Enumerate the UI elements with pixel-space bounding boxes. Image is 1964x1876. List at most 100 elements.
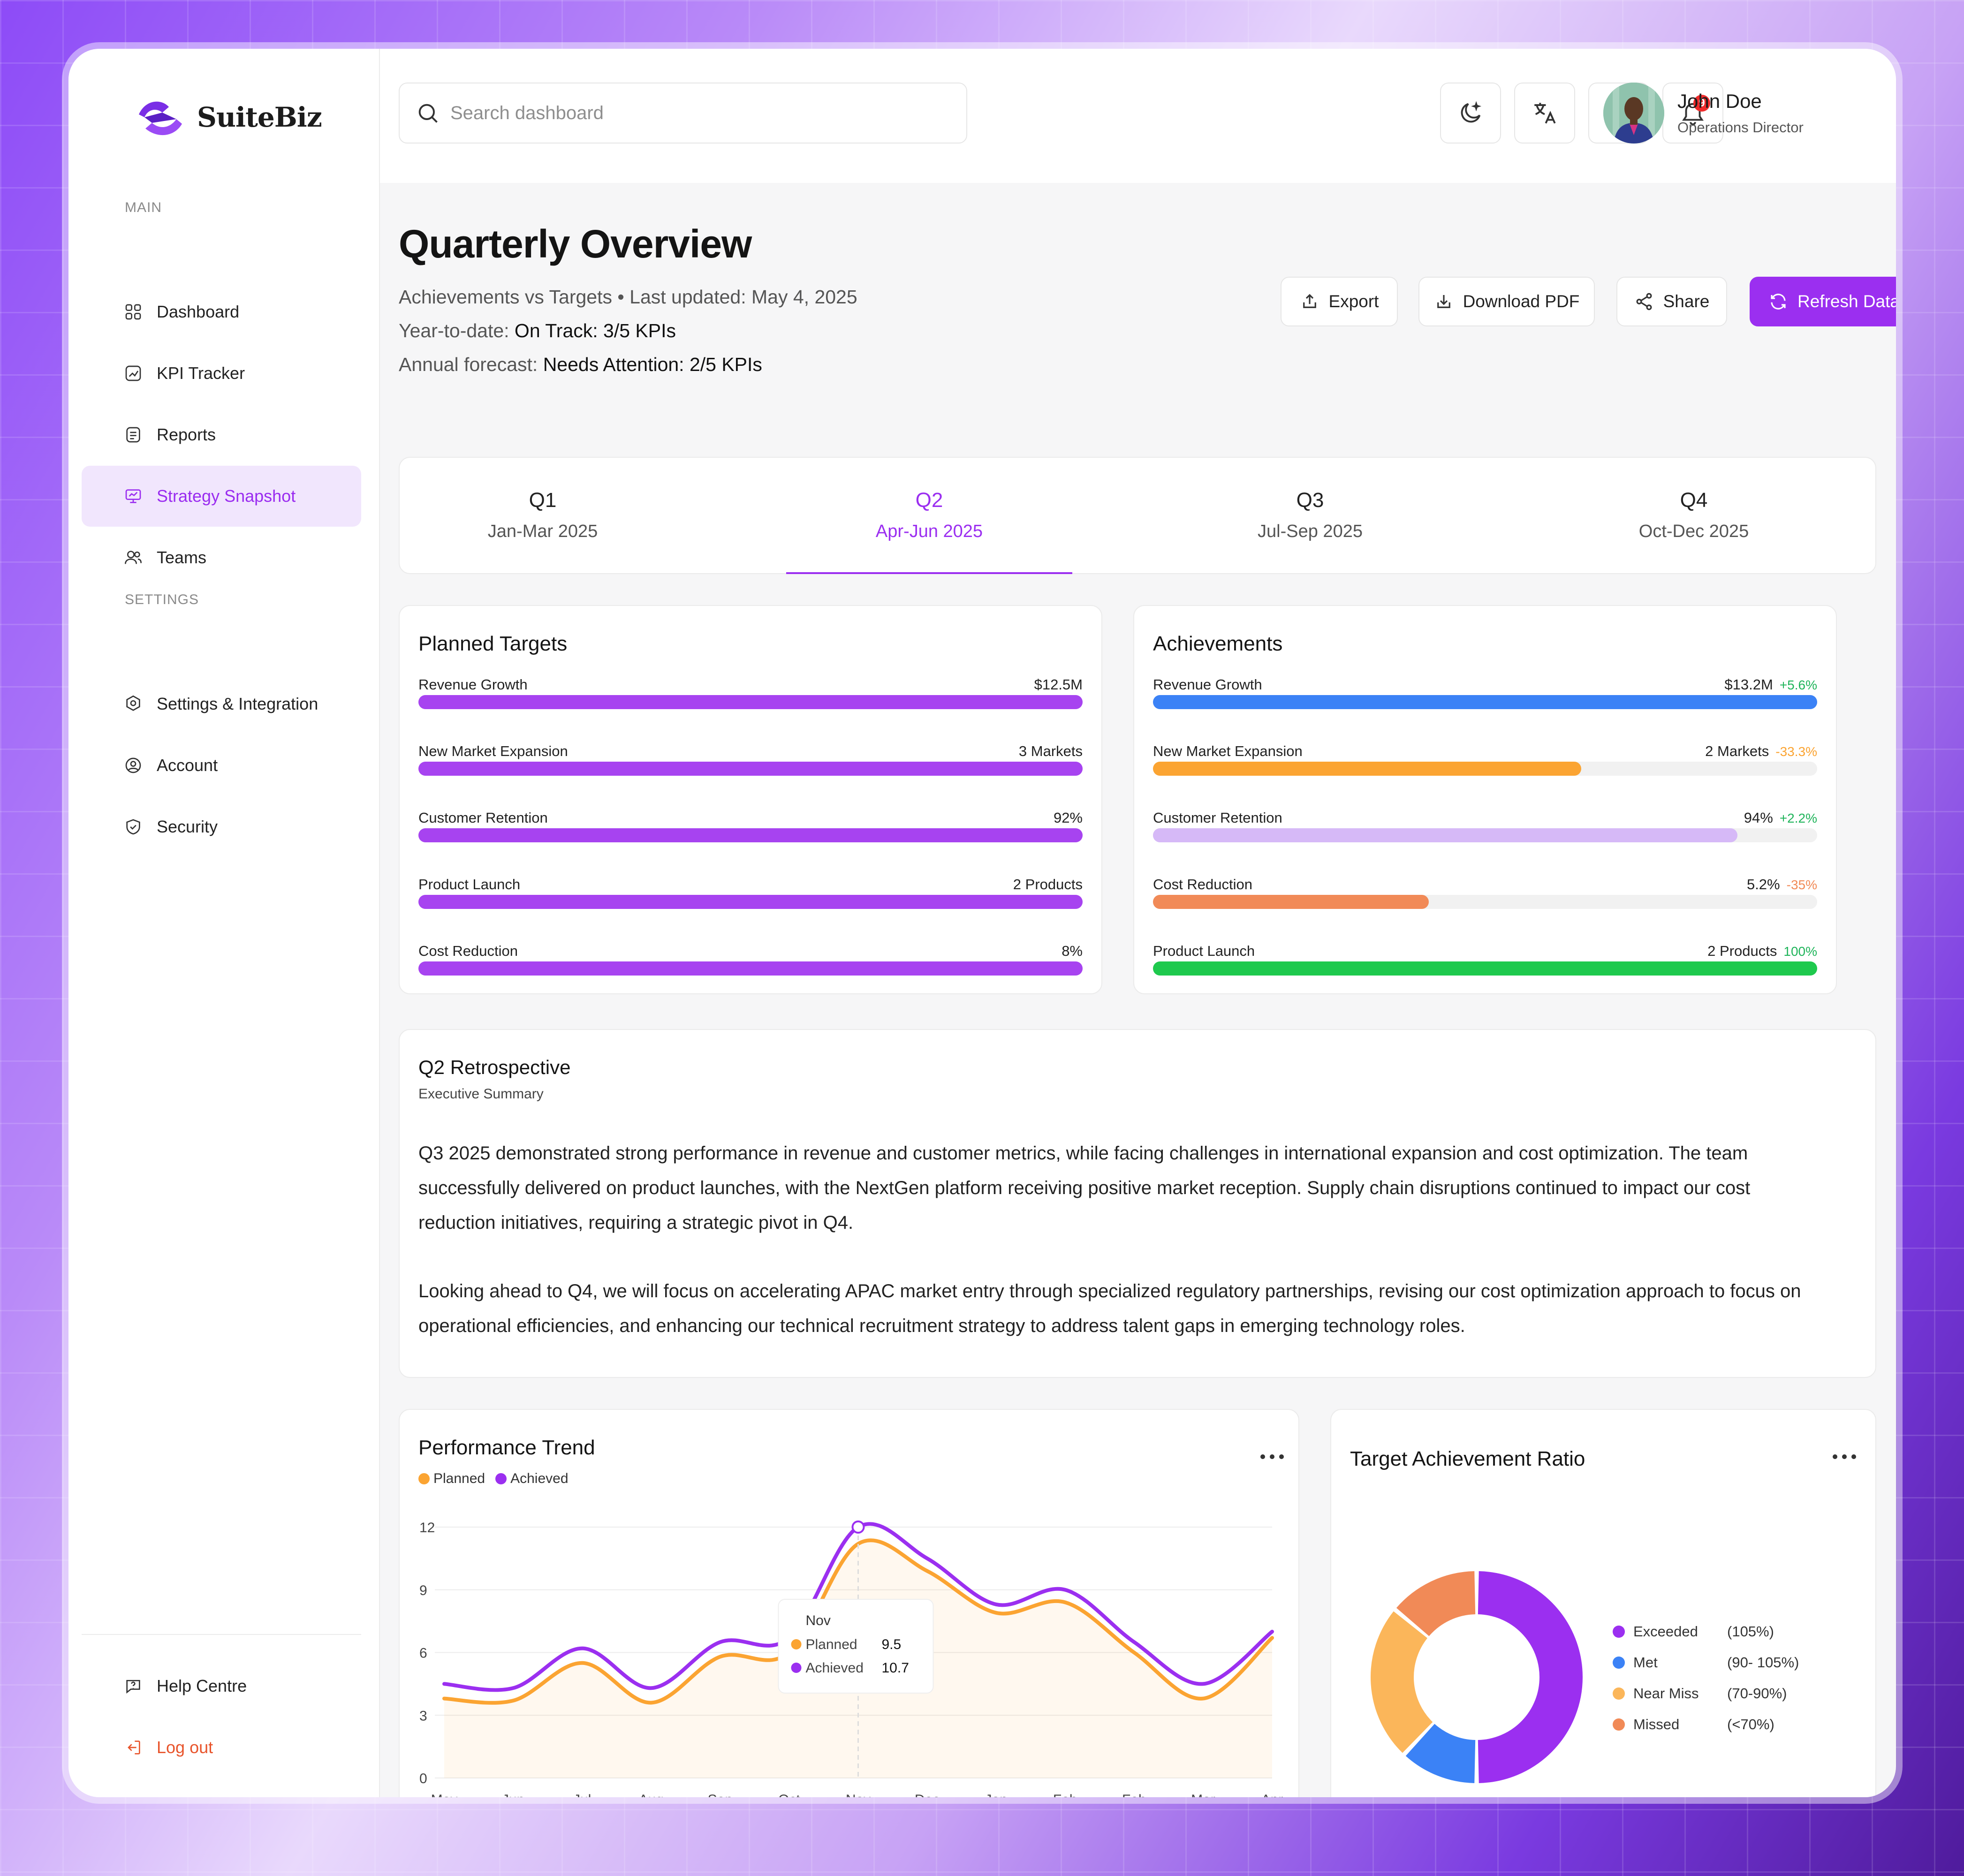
legend-name: Exceeded [1633,1623,1698,1640]
logo-icon [139,101,182,136]
more-options-icon[interactable] [1258,1452,1286,1461]
metric-label: Revenue Growth [418,676,528,693]
progress-fill [1153,762,1582,776]
metric-row: Product Launch 2 Products 100% [1153,943,1817,980]
tab-q1[interactable]: Q1 Jan-Mar 2025 [400,458,686,574]
metric-value-text: 92% [1053,809,1083,826]
progress-track [418,961,1083,976]
performance-trend-title: Performance Trend [418,1436,595,1459]
sidebar-item-account[interactable]: Account [82,735,361,796]
legend-item-planned: Planned [418,1471,485,1487]
tooltip-month: Nov [806,1613,831,1628]
metric-value-text: 2 Markets [1705,743,1769,759]
metric-value-text: 5.2% [1746,876,1780,893]
search-icon [418,104,438,123]
sidebar-item-security[interactable]: Security [82,796,361,857]
language-button[interactable] [1514,83,1575,144]
export-button[interactable]: Export [1281,277,1398,326]
tab-q4[interactable]: Q4 Oct-Dec 2025 [1551,458,1837,574]
retrospective-title: Q2 Retrospective [418,1056,571,1078]
tab-quarter: Q1 [529,489,557,512]
metric-change: -35% [1786,877,1817,892]
metric-change: +5.6% [1779,678,1817,692]
sidebar-item-teams[interactable]: Teams [82,527,361,588]
progress-fill [418,762,1083,776]
theme-toggle-button[interactable] [1440,83,1501,144]
sidebar-item-logout[interactable]: Log out [82,1717,361,1778]
metric-label: Cost Reduction [1153,876,1252,893]
logout-icon [128,1740,140,1755]
ytd-value: On Track: 3/5 KPIs [514,320,676,341]
share-button[interactable]: Share [1616,277,1727,326]
legend-label-planned: Planned [433,1471,485,1486]
metric-label: Product Launch [1153,943,1255,959]
sidebar-item-strategy-snapshot[interactable]: Strategy Snapshot [82,466,361,527]
metric-value: $12.5M [1034,676,1083,693]
metric-row: Revenue Growth $12.5M [418,676,1083,714]
progress-track [1153,695,1817,709]
user-name: John Doe [1677,90,1762,112]
legend-name: Missed [1633,1716,1680,1732]
metric-row: New Market Expansion 3 Markets [418,743,1083,780]
y-tick-label: 12 [419,1520,435,1536]
brand-name: SuiteBiz [197,101,322,133]
brand-logo[interactable]: SuiteBiz [134,96,322,139]
sidebar-divider [82,1634,361,1635]
x-tick-label: Nov [846,1792,871,1797]
x-tick-label: Aug [639,1792,664,1797]
metric-label: Customer Retention [418,809,548,826]
tab-dates: Jan-Mar 2025 [487,522,598,541]
target-ratio-card: Target Achievement Ratio Exceeded (105%) … [1330,1409,1876,1797]
sidebar-item-help-centre[interactable]: Help Centre [82,1656,361,1717]
presentation-icon [125,489,141,503]
donut-slice-exceeded [1477,1571,1583,1783]
metric-label: New Market Expansion [1153,743,1303,759]
refresh-label: Refresh Data [1797,292,1896,311]
user-role: Operations Director [1677,119,1804,136]
forecast-status: Annual forecast: Needs Attention: 2/5 KP… [399,354,762,376]
tab-q3[interactable]: Q3 Jul-Sep 2025 [1167,458,1453,574]
legend-dot [1613,1687,1625,1700]
legend-row-near-miss: Near Miss (70-90%) [1613,1678,1799,1709]
progress-track [418,762,1083,776]
progress-track [418,895,1083,909]
more-options-icon[interactable] [1830,1452,1858,1461]
tooltip-point [851,1520,865,1534]
share-label: Share [1663,292,1710,311]
metric-value: 92% [1054,809,1083,826]
sidebar-item-label: Help Centre [157,1676,247,1695]
app-window: SuiteBiz MAIN Dashboard KPI Tracker Repo… [68,49,1896,1797]
download-icon [1437,295,1450,308]
tab-quarter: Q4 [1680,489,1708,512]
page-subtitle: Achievements vs Targets • Last updated: … [399,286,857,308]
dashboard-icon [125,304,141,320]
page-title: Quarterly Overview [399,222,752,266]
progress-track [1153,762,1817,776]
tab-q2[interactable]: Q2 Apr-Jun 2025 [786,458,1072,574]
metric-row: Cost Reduction 5.2% -35% [1153,876,1817,914]
search-input[interactable] [450,102,919,124]
sidebar-item-kpi-tracker[interactable]: KPI Tracker [82,343,361,404]
sidebar: SuiteBiz MAIN Dashboard KPI Tracker Repo… [68,49,380,1797]
ytd-status: Year-to-date: On Track: 3/5 KPIs [399,320,676,342]
sidebar-item-label: KPI Tracker [157,363,245,383]
search-box[interactable] [399,83,967,144]
sidebar-item-label: Account [157,756,218,775]
settings-section-label: SETTINGS [125,592,199,607]
notifications-button[interactable]: 9 [1662,83,1723,144]
sidebar-item-reports[interactable]: Reports [82,404,361,465]
sidebar-item-settings[interactable]: Settings & Integration [82,673,361,734]
legend-item-achieved: Achieved [495,1471,569,1487]
top-bar: 9 John Doe Operations Director [380,49,1896,183]
progress-fill [1153,695,1817,709]
sidebar-item-dashboard[interactable]: Dashboard [82,281,361,342]
metric-value-text: 2 Products [1707,943,1777,959]
metric-row: Cost Reduction 8% [418,943,1083,980]
y-tick-label: 0 [419,1771,427,1786]
download-pdf-button[interactable]: Download PDF [1418,277,1595,326]
x-tick-label: Oct [778,1792,800,1797]
sidebar-item-label: Log out [157,1738,213,1757]
user-profile[interactable]: John Doe Operations Director [1603,83,1804,144]
user-circle-icon [125,757,141,773]
refresh-data-button[interactable]: Refresh Data [1750,277,1896,326]
